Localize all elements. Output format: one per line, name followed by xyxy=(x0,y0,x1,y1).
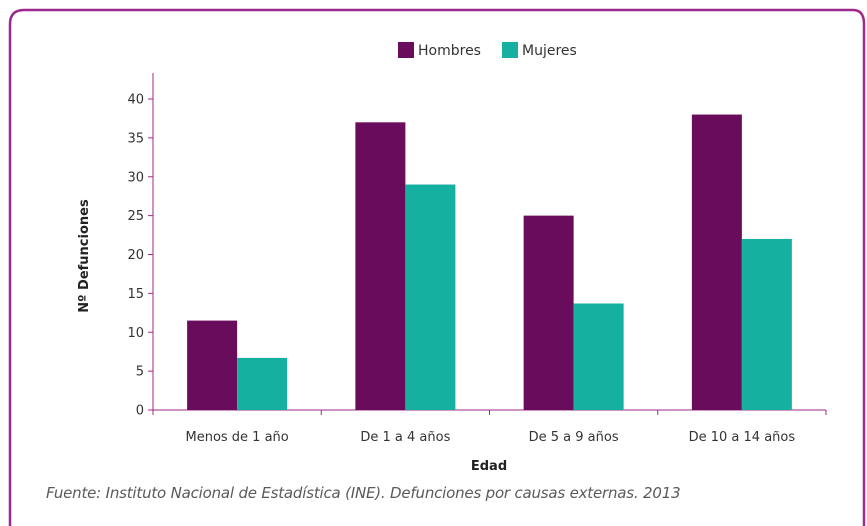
bars-group xyxy=(187,114,792,411)
y-tick-label: 25 xyxy=(127,209,144,224)
y-axis: 0 5 10 15 20 25 30 35 40 xyxy=(127,73,154,419)
x-tick-label: Menos de 1 año xyxy=(185,430,288,445)
y-axis-title: Nº Defunciones xyxy=(77,199,92,313)
y-tick-label: 10 xyxy=(127,326,144,341)
x-axis-title: Edad xyxy=(471,459,507,474)
y-tick-label: 30 xyxy=(127,170,144,185)
y-tick-label: 20 xyxy=(127,248,144,263)
bar-mujeres xyxy=(405,184,456,410)
bar-hombres xyxy=(187,320,238,410)
legend-swatch-mujeres xyxy=(502,42,518,58)
source-note: Fuente: Instituto Nacional de Estadístic… xyxy=(46,484,681,502)
chart-legend: Hombres Mujeres xyxy=(398,42,577,59)
y-tick-label: 0 xyxy=(136,404,144,419)
x-tick-label: De 10 a 14 años xyxy=(689,430,796,445)
x-tick-label: De 5 a 9 años xyxy=(529,430,619,445)
bar-hombres xyxy=(691,114,742,411)
x-axis: Menos de 1 año De 1 a 4 años De 5 a 9 años… xyxy=(152,409,827,445)
bar-hombres xyxy=(355,122,406,410)
y-tick-label: 35 xyxy=(127,131,144,146)
legend-label-mujeres: Mujeres xyxy=(522,43,577,59)
legend-label-hombres: Hombres xyxy=(418,43,481,59)
bar-mujeres xyxy=(237,357,288,410)
x-tick-label: De 1 a 4 años xyxy=(360,430,450,445)
bar-hombres xyxy=(523,215,574,410)
y-tick-label: 5 xyxy=(136,365,144,380)
bar-mujeres xyxy=(573,303,624,410)
y-tick-label: 15 xyxy=(127,287,144,302)
bar-mujeres xyxy=(741,238,792,410)
legend-swatch-hombres xyxy=(398,42,414,58)
y-tick-label: 40 xyxy=(127,93,144,108)
